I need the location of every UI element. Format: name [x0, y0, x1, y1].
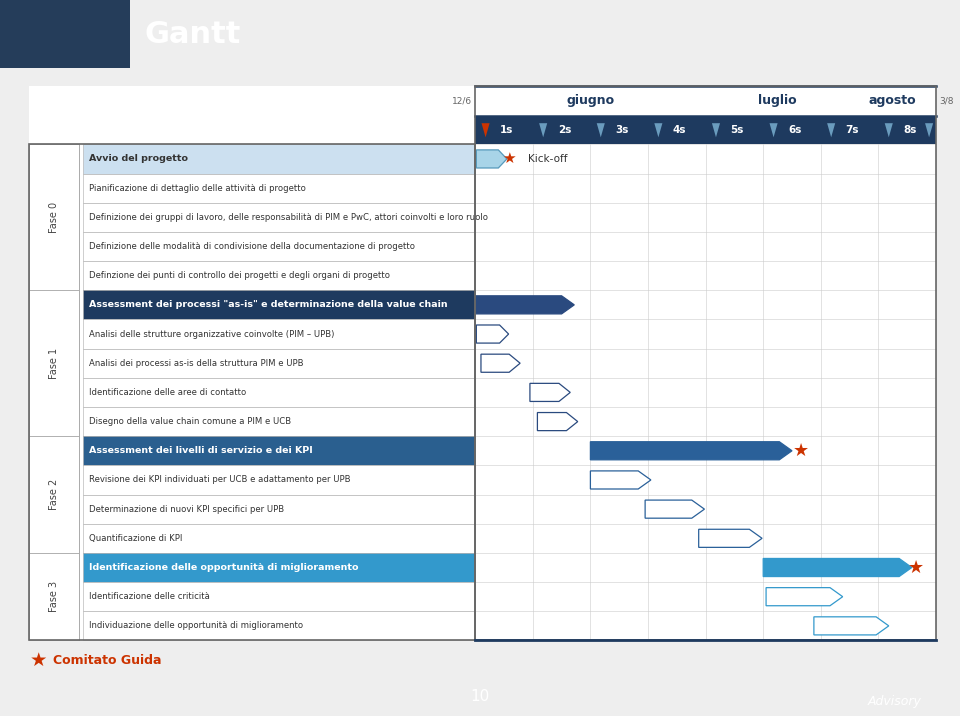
Text: 7s: 7s: [846, 125, 859, 135]
Text: Fase 1: Fase 1: [49, 348, 59, 379]
Polygon shape: [699, 529, 762, 547]
Bar: [29, 145, 475, 640]
Text: 8s: 8s: [903, 125, 917, 135]
Text: Identificazione delle aree di contatto: Identificazione delle aree di contatto: [89, 388, 247, 397]
Bar: [29, 436, 79, 553]
Text: Individuazione delle opportunità di miglioramento: Individuazione delle opportunità di migl…: [89, 621, 303, 630]
Text: 1s: 1s: [500, 125, 514, 135]
Polygon shape: [763, 558, 912, 576]
Polygon shape: [828, 123, 835, 137]
Text: giugno: giugno: [566, 95, 614, 107]
Bar: [83, 349, 475, 378]
Text: ★: ★: [793, 442, 808, 460]
Text: 3/8: 3/8: [939, 97, 953, 105]
Text: ★: ★: [908, 558, 924, 576]
Polygon shape: [925, 123, 933, 137]
Text: Analisi dei processi as-is della struttura PIM e UPB: Analisi dei processi as-is della struttu…: [89, 359, 303, 368]
Bar: [83, 465, 475, 495]
Bar: [83, 553, 475, 582]
Bar: [83, 232, 475, 261]
Bar: [83, 523, 475, 553]
Bar: [83, 261, 475, 290]
Bar: [83, 145, 475, 173]
Bar: [83, 173, 475, 203]
Text: Identificazione delle opportunità di miglioramento: Identificazione delle opportunità di mig…: [89, 563, 359, 572]
Bar: [475, 86, 936, 116]
Polygon shape: [540, 123, 547, 137]
Polygon shape: [482, 123, 490, 137]
Bar: [83, 495, 475, 523]
Polygon shape: [590, 442, 792, 460]
Bar: [83, 407, 475, 436]
Text: Avvio del progetto: Avvio del progetto: [89, 155, 188, 163]
Text: Advisory: Advisory: [868, 695, 922, 708]
Bar: [83, 582, 475, 611]
Text: Pianificazione di dettaglio delle attività di progetto: Pianificazione di dettaglio delle attivi…: [89, 183, 306, 193]
Bar: [475, 116, 936, 145]
Bar: [83, 203, 475, 232]
Bar: [83, 290, 475, 319]
Text: 6s: 6s: [788, 125, 802, 135]
Polygon shape: [475, 296, 574, 314]
Polygon shape: [538, 412, 578, 430]
Text: 10: 10: [470, 689, 490, 704]
Text: ★: ★: [502, 152, 516, 166]
Polygon shape: [481, 354, 520, 372]
Bar: [475, 86, 936, 640]
Polygon shape: [814, 616, 889, 635]
Bar: [29, 553, 79, 640]
Text: Determinazione di nuovi KPI specifici per UPB: Determinazione di nuovi KPI specifici pe…: [89, 505, 284, 513]
Text: Definizione delle modalità di condivisione della documentazione di progetto: Definizione delle modalità di condivisio…: [89, 242, 416, 251]
Bar: [0, 0, 130, 68]
Text: ★: ★: [30, 651, 47, 670]
Bar: [83, 378, 475, 407]
Text: Kick-off: Kick-off: [528, 154, 567, 164]
Polygon shape: [645, 500, 705, 518]
Polygon shape: [770, 123, 778, 137]
Polygon shape: [766, 588, 843, 606]
Text: Disegno della value chain comune a PIM e UCB: Disegno della value chain comune a PIM e…: [89, 417, 292, 426]
Text: 3s: 3s: [615, 125, 629, 135]
Text: luglio: luglio: [758, 95, 797, 107]
Polygon shape: [530, 383, 570, 402]
Text: Fase 3: Fase 3: [49, 581, 59, 612]
Bar: [29, 145, 79, 290]
Bar: [83, 319, 475, 349]
Text: Identificazione delle criticità: Identificazione delle criticità: [89, 592, 210, 601]
Bar: [29, 290, 79, 436]
Text: Comitato Guida: Comitato Guida: [53, 654, 161, 667]
Text: Gantt: Gantt: [144, 19, 240, 49]
Text: Analisi delle strutture organizzative coinvolte (PIM – UPB): Analisi delle strutture organizzative co…: [89, 329, 335, 339]
Text: 4s: 4s: [673, 125, 686, 135]
Text: 2s: 2s: [558, 125, 571, 135]
Polygon shape: [590, 471, 651, 489]
Polygon shape: [712, 123, 720, 137]
Text: Fase 2: Fase 2: [49, 479, 59, 511]
Polygon shape: [476, 325, 509, 343]
Bar: [83, 611, 475, 640]
Text: Definzione dei punti di controllo dei progetti e degli organi di progetto: Definzione dei punti di controllo dei pr…: [89, 271, 391, 280]
Text: Assessment dei livelli di servizio e dei KPI: Assessment dei livelli di servizio e dei…: [89, 446, 313, 455]
Text: Fase 0: Fase 0: [49, 202, 59, 233]
Text: 12/6: 12/6: [452, 97, 472, 105]
Text: Revisione dei KPI individuati per UCB e adattamento per UPB: Revisione dei KPI individuati per UCB e …: [89, 475, 350, 485]
Polygon shape: [597, 123, 605, 137]
Text: Assessment dei processi "as-is" e determinazione della value chain: Assessment dei processi "as-is" e determ…: [89, 300, 448, 309]
Text: 5s: 5s: [731, 125, 744, 135]
Polygon shape: [655, 123, 662, 137]
Text: agosto: agosto: [869, 95, 917, 107]
Text: Quantificazione di KPI: Quantificazione di KPI: [89, 534, 182, 543]
Polygon shape: [885, 123, 893, 137]
Text: Definizione dei gruppi di lavoro, delle responsabilità di PIM e PwC, attori coin: Definizione dei gruppi di lavoro, delle …: [89, 213, 489, 222]
Bar: [83, 436, 475, 465]
Polygon shape: [476, 150, 507, 168]
